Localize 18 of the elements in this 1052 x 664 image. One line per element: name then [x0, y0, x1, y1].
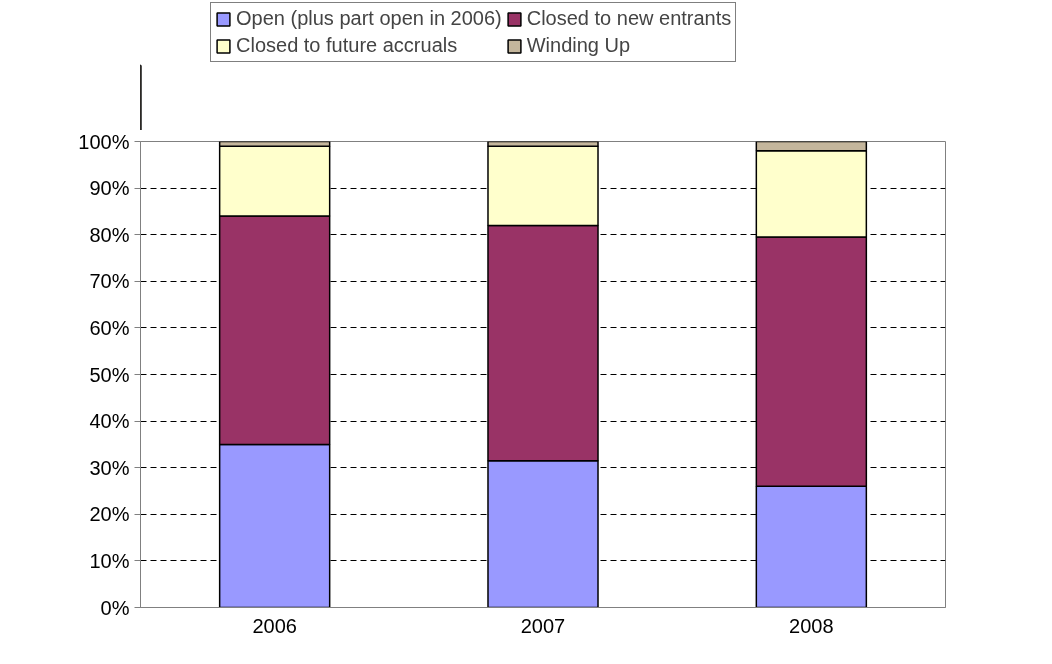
y-tick-label: 0% [100, 596, 130, 619]
x-tick-label: 2006 [252, 614, 297, 637]
y-tick-label: 80% [89, 223, 130, 246]
y-tick-label: 100% [78, 130, 130, 153]
y-tick-label: 50% [89, 363, 130, 386]
y-tick-label: 10% [89, 549, 130, 572]
legend-label: Winding Up [526, 34, 631, 57]
y-tick-label: 90% [89, 177, 130, 200]
legend-label: Closed to future accruals [236, 34, 458, 57]
y-tick-label: 60% [89, 316, 130, 339]
y-tick-label: 30% [89, 456, 130, 479]
legend-label: Closed to new entrants [526, 7, 732, 30]
y-tick-label: 40% [89, 410, 130, 433]
x-tick-label: 2008 [789, 614, 834, 637]
x-tick-label: 2007 [520, 614, 566, 637]
y-tick-label: 20% [89, 503, 130, 526]
legend-label: Open (plus part open in 2006) [236, 7, 502, 30]
y-tick-label: 70% [89, 270, 130, 293]
